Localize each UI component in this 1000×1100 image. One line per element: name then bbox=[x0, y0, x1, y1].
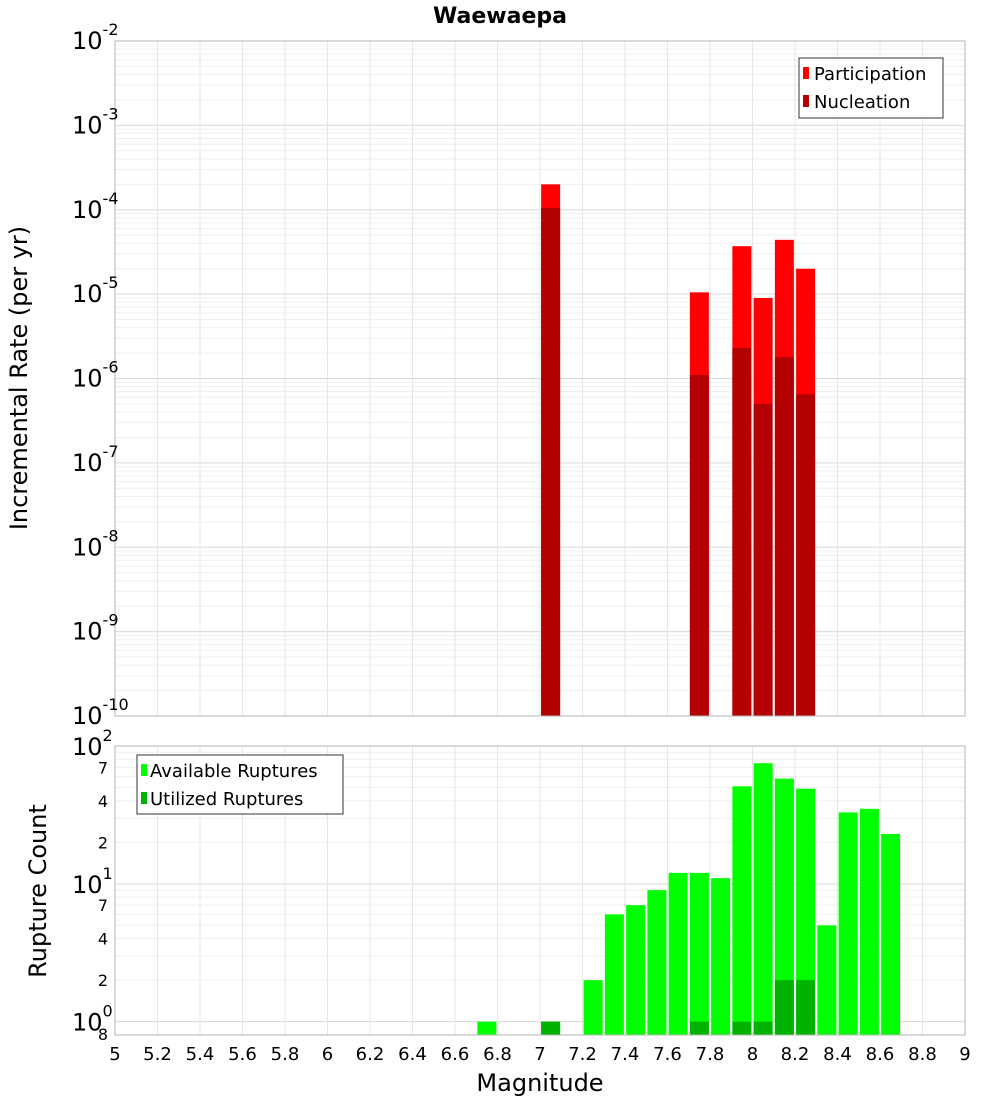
x-tick-label: 5.6 bbox=[228, 1044, 257, 1065]
bar-utilized-ruptures-8.05 bbox=[753, 1021, 773, 1035]
bottom-y-minor-tick-label: 7 bbox=[98, 758, 108, 777]
legend-swatch-utilized-ruptures bbox=[141, 792, 147, 804]
x-tick-label: 7.8 bbox=[696, 1044, 725, 1065]
bar-nucleation-8.15 bbox=[774, 356, 794, 716]
x-tick-label: 7.4 bbox=[611, 1044, 640, 1065]
legend-label-utilized-ruptures: Utilized Ruptures bbox=[150, 789, 303, 810]
x-tick-label: 7.2 bbox=[568, 1044, 597, 1065]
x-tick-label: 5.4 bbox=[186, 1044, 215, 1065]
bar-available-ruptures-7.95 bbox=[732, 786, 752, 1035]
bottom-y-tick-label: 100 bbox=[72, 1002, 113, 1037]
bar-available-ruptures-8.65 bbox=[881, 833, 901, 1035]
bar-utilized-ruptures-7.75 bbox=[689, 1021, 709, 1035]
top-y-axis-ticks: 10-2 10-3 10-4 10-5 10-6 10-7 10-8 10-9 10-10 bbox=[72, 20, 129, 730]
x-axis-label: Magnitude bbox=[476, 1069, 603, 1097]
x-tick-label: 7.6 bbox=[653, 1044, 682, 1065]
top-legend: Participation Nucleation bbox=[798, 57, 944, 119]
bar-available-ruptures-7.45 bbox=[626, 905, 646, 1035]
top-y-tick-label: 10-5 bbox=[72, 273, 119, 308]
bar-available-ruptures-6.75 bbox=[477, 1021, 497, 1035]
top-chart-gridlines bbox=[114, 40, 966, 717]
top-y-tick-label: 10-3 bbox=[72, 104, 119, 139]
x-tick-label: 5.8 bbox=[271, 1044, 300, 1065]
bar-nucleation-8.05 bbox=[753, 403, 773, 716]
legend-label-available-ruptures: Available Ruptures bbox=[150, 761, 318, 782]
bar-available-ruptures-8.45 bbox=[838, 812, 858, 1035]
bottom-chart-bars bbox=[477, 763, 901, 1035]
top-y-axis-label: Incremental Rate (per yr) bbox=[5, 226, 33, 530]
legend-swatch-available-ruptures bbox=[141, 764, 147, 776]
bottom-y-tick-label: 102 bbox=[72, 726, 113, 761]
bottom-y-axis-label: Rupture Count bbox=[24, 804, 52, 978]
bar-utilized-ruptures-7.95 bbox=[732, 1021, 752, 1035]
x-tick-label: 6.8 bbox=[483, 1044, 512, 1065]
bar-nucleation-7.05 bbox=[541, 207, 561, 716]
bottom-y-minor-tick-label: 8 bbox=[98, 1025, 108, 1044]
bottom-y-tick-label: 101 bbox=[72, 864, 113, 899]
legend-label-nucleation: Nucleation bbox=[814, 92, 910, 113]
x-axis-ticks: 5 5.2 5.4 5.6 5.8 6 6.2 6.4 6.6 6.8 7 7.2 7.4 7.6 7.8 8… bbox=[109, 1044, 970, 1065]
bar-available-ruptures-7.85 bbox=[711, 878, 731, 1035]
x-tick-label: 9 bbox=[959, 1044, 970, 1065]
bar-available-ruptures-7.75 bbox=[689, 872, 709, 1035]
x-tick-label: 8.6 bbox=[866, 1044, 895, 1065]
bar-nucleation-8.25 bbox=[796, 394, 816, 716]
bar-available-ruptures-8.15 bbox=[774, 778, 794, 1035]
bottom-y-minor-tick-label: 4 bbox=[98, 930, 108, 949]
x-tick-label: 5.2 bbox=[143, 1044, 172, 1065]
x-tick-label: 6.2 bbox=[356, 1044, 385, 1065]
legend-label-participation: Participation bbox=[814, 64, 926, 85]
x-tick-label: 8.4 bbox=[823, 1044, 852, 1065]
bar-utilized-ruptures-8.15 bbox=[774, 980, 794, 1035]
bar-available-ruptures-8.55 bbox=[859, 808, 879, 1035]
x-tick-label: 7 bbox=[534, 1044, 545, 1065]
bar-available-ruptures-7.35 bbox=[604, 914, 624, 1035]
top-y-tick-label: 10-9 bbox=[72, 611, 119, 646]
bar-available-ruptures-8.25 bbox=[796, 788, 816, 1035]
x-tick-label: 6 bbox=[322, 1044, 333, 1065]
x-tick-label: 6.6 bbox=[441, 1044, 470, 1065]
top-y-tick-label: 10-8 bbox=[72, 526, 119, 561]
bar-utilized-ruptures-7.05 bbox=[541, 1021, 561, 1035]
bottom-legend: Available Ruptures Utilized Ruptures bbox=[136, 754, 344, 815]
top-plot-frame bbox=[114, 40, 966, 717]
top-y-tick-label: 10-10 bbox=[72, 695, 129, 730]
bottom-y-minor-tick-label: 2 bbox=[98, 833, 108, 852]
bottom-y-minor-tick-label: 2 bbox=[98, 971, 108, 990]
top-chart-bars bbox=[541, 184, 816, 717]
x-tick-label: 6.4 bbox=[398, 1044, 427, 1065]
bar-available-ruptures-7.55 bbox=[647, 890, 667, 1035]
bar-nucleation-7.95 bbox=[732, 347, 752, 716]
x-tick-label: 8 bbox=[747, 1044, 758, 1065]
top-y-tick-label: 10-7 bbox=[72, 442, 119, 477]
bar-available-ruptures-8.35 bbox=[817, 925, 837, 1035]
bar-utilized-ruptures-8.25 bbox=[796, 980, 816, 1035]
top-y-tick-label: 10-6 bbox=[72, 358, 119, 393]
bar-available-ruptures-7.65 bbox=[668, 872, 688, 1035]
x-tick-label: 5 bbox=[109, 1044, 120, 1065]
top-y-tick-label: 10-4 bbox=[72, 189, 119, 224]
legend-swatch-participation bbox=[803, 67, 809, 79]
bottom-y-minor-tick-label: 7 bbox=[98, 896, 108, 915]
bottom-legend-box bbox=[136, 754, 344, 815]
bar-nucleation-7.75 bbox=[689, 375, 709, 716]
bar-available-ruptures-8.05 bbox=[753, 763, 773, 1035]
legend-swatch-nucleation bbox=[803, 95, 809, 107]
bottom-plot-frame bbox=[114, 745, 966, 1036]
x-tick-label: 8.8 bbox=[908, 1044, 937, 1065]
bottom-y-minor-tick-label: 4 bbox=[98, 792, 108, 811]
x-tick-label: 8.2 bbox=[781, 1044, 810, 1065]
top-legend-box bbox=[798, 57, 944, 119]
bottom-y-axis-ticks: 102 101 100 7 4 2 7 4 2 8 bbox=[72, 726, 113, 1044]
chart-title: Waewaepa bbox=[433, 4, 567, 29]
bar-available-ruptures-7.25 bbox=[583, 980, 603, 1035]
top-y-tick-label: 10-2 bbox=[72, 20, 119, 55]
